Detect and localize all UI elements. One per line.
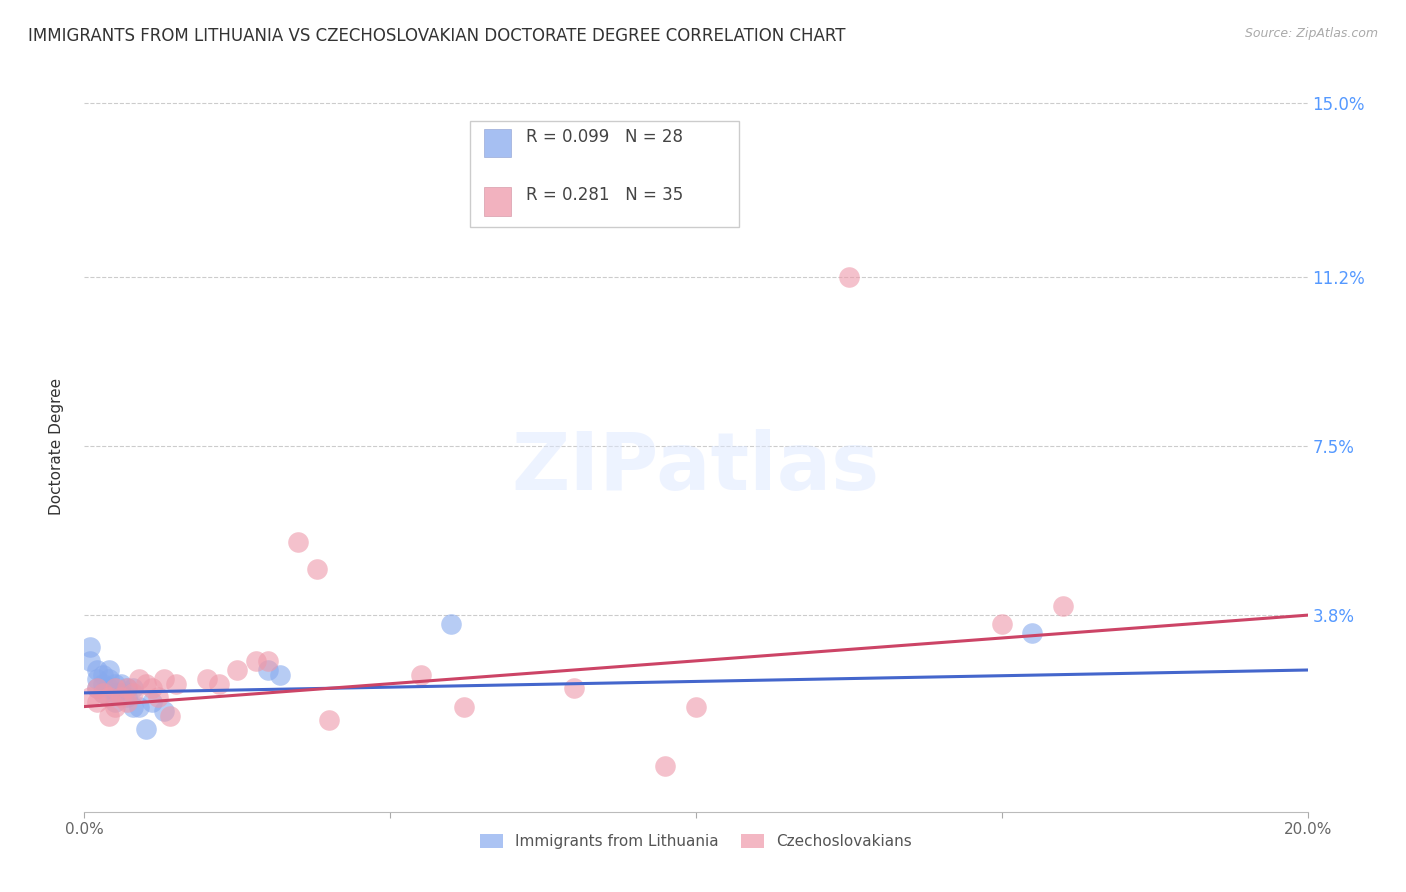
Point [97, 681, 120, 696]
Point [115, 681, 138, 696]
Point [269, 667, 291, 681]
Point [257, 663, 280, 677]
Point [79, 640, 101, 655]
Point [128, 672, 150, 686]
Point [104, 681, 127, 696]
Point [318, 714, 340, 728]
Point [991, 617, 1014, 632]
Point [110, 676, 132, 690]
Point [122, 686, 145, 700]
Point [1021, 626, 1043, 640]
Point [86, 695, 108, 709]
Bar [484, 129, 512, 157]
Point [104, 676, 127, 690]
Point [97, 690, 120, 705]
Point [115, 690, 138, 705]
Point [141, 695, 163, 709]
Point [79, 654, 101, 668]
Text: R = 0.281   N = 35: R = 0.281 N = 35 [526, 186, 683, 204]
Point [409, 667, 432, 681]
Point [1052, 599, 1074, 613]
Point [122, 681, 145, 696]
Point [86, 681, 108, 696]
Point [159, 708, 181, 723]
Point [257, 654, 280, 668]
Point [135, 723, 157, 737]
Point [97, 672, 120, 686]
Point [141, 681, 163, 696]
Point [115, 681, 138, 696]
Point [165, 676, 187, 690]
Text: Source: ZipAtlas.com: Source: ZipAtlas.com [1244, 27, 1378, 40]
Point [208, 676, 231, 690]
Point [91, 686, 114, 700]
Point [86, 681, 108, 696]
Y-axis label: Doctorate Degree: Doctorate Degree [49, 377, 63, 515]
Point [86, 663, 108, 677]
Point [128, 699, 150, 714]
Point [104, 699, 127, 714]
Point [86, 672, 108, 686]
Point [122, 699, 145, 714]
Point [838, 269, 860, 284]
Point [110, 686, 132, 700]
Text: R = 0.099   N = 28: R = 0.099 N = 28 [526, 128, 683, 145]
Point [440, 617, 463, 632]
Point [91, 686, 114, 700]
Point [79, 690, 101, 705]
Bar [484, 187, 512, 216]
Point [153, 704, 176, 718]
Point [91, 676, 114, 690]
Point [305, 562, 328, 576]
Point [110, 690, 132, 705]
Point [115, 695, 138, 709]
Point [104, 695, 127, 709]
Point [104, 686, 127, 700]
Point [685, 699, 707, 714]
Point [453, 699, 475, 714]
Legend: Immigrants from Lithuania, Czechoslovakians: Immigrants from Lithuania, Czechoslovaki… [474, 828, 918, 855]
Point [97, 708, 120, 723]
Point [245, 654, 267, 668]
Point [195, 672, 218, 686]
Text: IMMIGRANTS FROM LITHUANIA VS CZECHOSLOVAKIAN DOCTORATE DEGREE CORRELATION CHART: IMMIGRANTS FROM LITHUANIA VS CZECHOSLOVA… [28, 27, 845, 45]
Point [562, 681, 585, 696]
Point [91, 667, 114, 681]
Point [97, 663, 120, 677]
Point [146, 690, 169, 705]
Point [287, 535, 309, 549]
Point [226, 663, 249, 677]
Text: ZIPatlas: ZIPatlas [512, 429, 880, 507]
Point [654, 759, 676, 773]
Point [153, 672, 176, 686]
Point [135, 676, 157, 690]
